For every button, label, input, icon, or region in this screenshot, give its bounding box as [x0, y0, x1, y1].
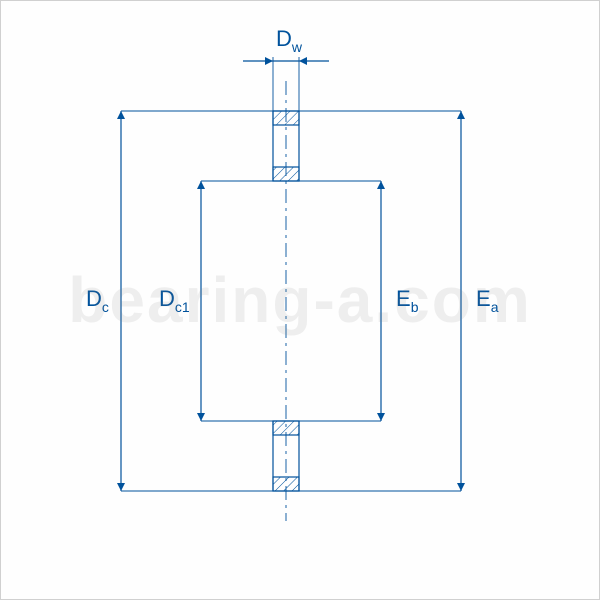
svg-text:Dc: Dc — [86, 286, 109, 315]
svg-text:Ea: Ea — [476, 286, 499, 315]
svg-text:Dw: Dw — [276, 26, 303, 55]
dimension-drawing: Dw Dc Dc1 Eb Ea — [1, 1, 600, 601]
diagram-container: DwDcDc1EbEa bearing-a.com — [0, 0, 600, 600]
svg-text:Dc1: Dc1 — [159, 286, 190, 315]
svg-text:Eb: Eb — [396, 286, 419, 315]
